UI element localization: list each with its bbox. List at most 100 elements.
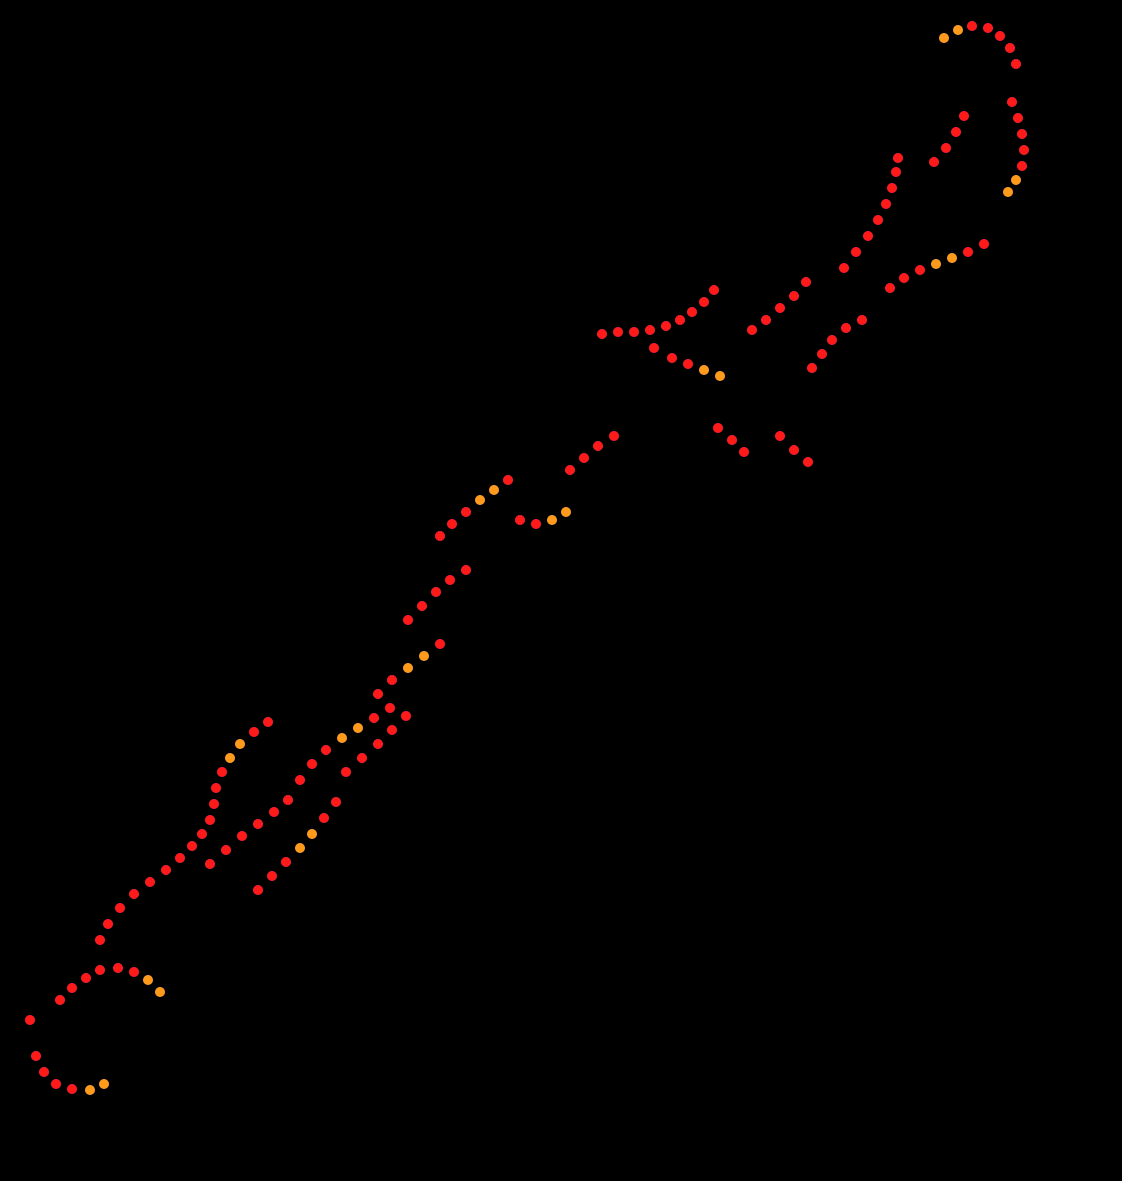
scatter-point-series-orange [295, 843, 305, 853]
scatter-point-series-red [565, 465, 575, 475]
scatter-point-series-red [789, 445, 799, 455]
scatter-point-series-red [401, 711, 411, 721]
scatter-point-series-red [531, 519, 541, 529]
scatter-point-series-red [1005, 43, 1015, 53]
scatter-point-series-red [321, 745, 331, 755]
scatter-point-series-red [803, 457, 813, 467]
scatter-point-series-red [197, 829, 207, 839]
scatter-point-series-red [221, 845, 231, 855]
scatter-point-series-red [899, 273, 909, 283]
scatter-point-series-red [417, 601, 427, 611]
scatter-point-series-red [81, 973, 91, 983]
scatter-point-series-red [175, 853, 185, 863]
scatter-point-series-red [687, 307, 697, 317]
scatter-point-series-orange [337, 733, 347, 743]
scatter-point-series-red [67, 1084, 77, 1094]
scatter-point-series-red [699, 297, 709, 307]
scatter-point-series-red [373, 739, 383, 749]
scatter-point-series-red [1017, 129, 1027, 139]
scatter-point-series-red [579, 453, 589, 463]
scatter-point-series-orange [939, 33, 949, 43]
scatter-point-series-red [503, 475, 513, 485]
scatter-point-series-orange [155, 987, 165, 997]
scatter-point-series-red [113, 963, 123, 973]
scatter-point-series-red [713, 423, 723, 433]
scatter-point-series-red [237, 831, 247, 841]
scatter-point-series-red [115, 903, 125, 913]
scatter-point-series-red [1007, 97, 1017, 107]
scatter-point-series-red [385, 703, 395, 713]
scatter-point-series-red [129, 967, 139, 977]
scatter-point-series-orange [403, 663, 413, 673]
scatter-point-series-red [31, 1051, 41, 1061]
scatter-point-series-orange [1003, 187, 1013, 197]
scatter-point-series-red [885, 283, 895, 293]
scatter-point-series-orange [143, 975, 153, 985]
scatter-point-series-orange [561, 507, 571, 517]
scatter-point-series-red [727, 435, 737, 445]
scatter-point-series-red [369, 713, 379, 723]
scatter-point-series-red [613, 327, 623, 337]
scatter-point-series-red [319, 813, 329, 823]
scatter-point-series-orange [353, 723, 363, 733]
scatter-point-series-red [205, 815, 215, 825]
scatter-point-series-red [789, 291, 799, 301]
scatter-point-series-orange [235, 739, 245, 749]
scatter-point-series-red [267, 871, 277, 881]
scatter-point-series-red [675, 315, 685, 325]
scatter-point-series-red [95, 935, 105, 945]
scatter-point-series-red [103, 919, 113, 929]
scatter-point-series-orange [489, 485, 499, 495]
scatter-point-series-red [39, 1067, 49, 1077]
scatter-point-series-red [1011, 59, 1021, 69]
scatter-point-series-red [649, 343, 659, 353]
scatter-point-series-red [709, 285, 719, 295]
scatter-point-series-red [387, 725, 397, 735]
scatter-point-series-red [283, 795, 293, 805]
scatter-point-series-red [775, 431, 785, 441]
scatter-point-series-red [801, 277, 811, 287]
scatter-point-series-red [205, 859, 215, 869]
scatter-point-series-red [211, 783, 221, 793]
scatter-point-series-red [645, 325, 655, 335]
scatter-point-series-red [739, 447, 749, 457]
scatter-point-series-red [357, 753, 367, 763]
scatter-point-series-red [593, 441, 603, 451]
scatter-point-series-red [887, 183, 897, 193]
scatter-point-series-orange [953, 25, 963, 35]
scatter-point-series-red [95, 965, 105, 975]
scatter-point-series-red [341, 767, 351, 777]
scatter-point-series-red [967, 21, 977, 31]
scatter-point-series-red [295, 775, 305, 785]
scatter-point-series-red [597, 329, 607, 339]
scatter-point-series-red [431, 587, 441, 597]
scatter-point-series-red [253, 819, 263, 829]
scatter-point-series-red [145, 877, 155, 887]
scatter-plot [0, 0, 1122, 1181]
scatter-point-series-red [941, 143, 951, 153]
scatter-point-series-red [1017, 161, 1027, 171]
scatter-point-series-red [667, 353, 677, 363]
scatter-point-series-red [827, 335, 837, 345]
scatter-point-series-red [963, 247, 973, 257]
scatter-point-series-red [445, 575, 455, 585]
scatter-point-series-red [217, 767, 227, 777]
scatter-point-series-red [435, 639, 445, 649]
scatter-point-series-red [851, 247, 861, 257]
scatter-point-series-red [129, 889, 139, 899]
scatter-point-series-red [461, 507, 471, 517]
scatter-point-series-red [891, 167, 901, 177]
scatter-point-series-red [387, 675, 397, 685]
scatter-point-series-orange [1011, 175, 1021, 185]
scatter-point-series-red [1013, 113, 1023, 123]
scatter-point-series-red [609, 431, 619, 441]
scatter-point-series-red [761, 315, 771, 325]
scatter-point-series-red [863, 231, 873, 241]
scatter-point-series-red [915, 265, 925, 275]
scatter-point-series-red [515, 515, 525, 525]
scatter-point-series-red [1019, 145, 1029, 155]
scatter-point-series-red [841, 323, 851, 333]
scatter-point-series-orange [307, 829, 317, 839]
scatter-point-series-orange [419, 651, 429, 661]
scatter-point-series-orange [931, 259, 941, 269]
